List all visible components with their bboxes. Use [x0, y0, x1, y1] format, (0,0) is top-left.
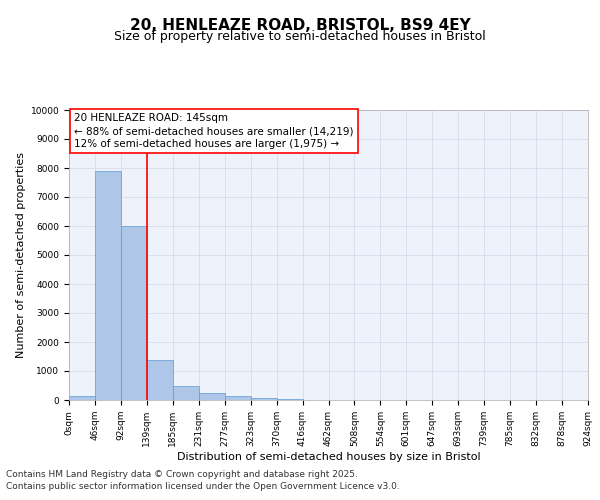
Bar — [251, 398, 277, 400]
Bar — [95, 171, 121, 400]
Text: Size of property relative to semi-detached houses in Bristol: Size of property relative to semi-detach… — [114, 30, 486, 43]
X-axis label: Distribution of semi-detached houses by size in Bristol: Distribution of semi-detached houses by … — [176, 452, 481, 462]
Bar — [69, 396, 95, 400]
Bar — [199, 394, 224, 400]
Text: 20, HENLEAZE ROAD, BRISTOL, BS9 4EY: 20, HENLEAZE ROAD, BRISTOL, BS9 4EY — [130, 18, 470, 32]
Bar — [225, 396, 251, 400]
Text: Contains HM Land Registry data © Crown copyright and database right 2025.: Contains HM Land Registry data © Crown c… — [6, 470, 358, 479]
Text: 20 HENLEAZE ROAD: 145sqm
← 88% of semi-detached houses are smaller (14,219)
12% : 20 HENLEAZE ROAD: 145sqm ← 88% of semi-d… — [74, 113, 353, 150]
Bar — [173, 386, 199, 400]
Y-axis label: Number of semi-detached properties: Number of semi-detached properties — [16, 152, 26, 358]
Text: Contains public sector information licensed under the Open Government Licence v3: Contains public sector information licen… — [6, 482, 400, 491]
Bar — [147, 360, 173, 400]
Bar — [121, 226, 147, 400]
